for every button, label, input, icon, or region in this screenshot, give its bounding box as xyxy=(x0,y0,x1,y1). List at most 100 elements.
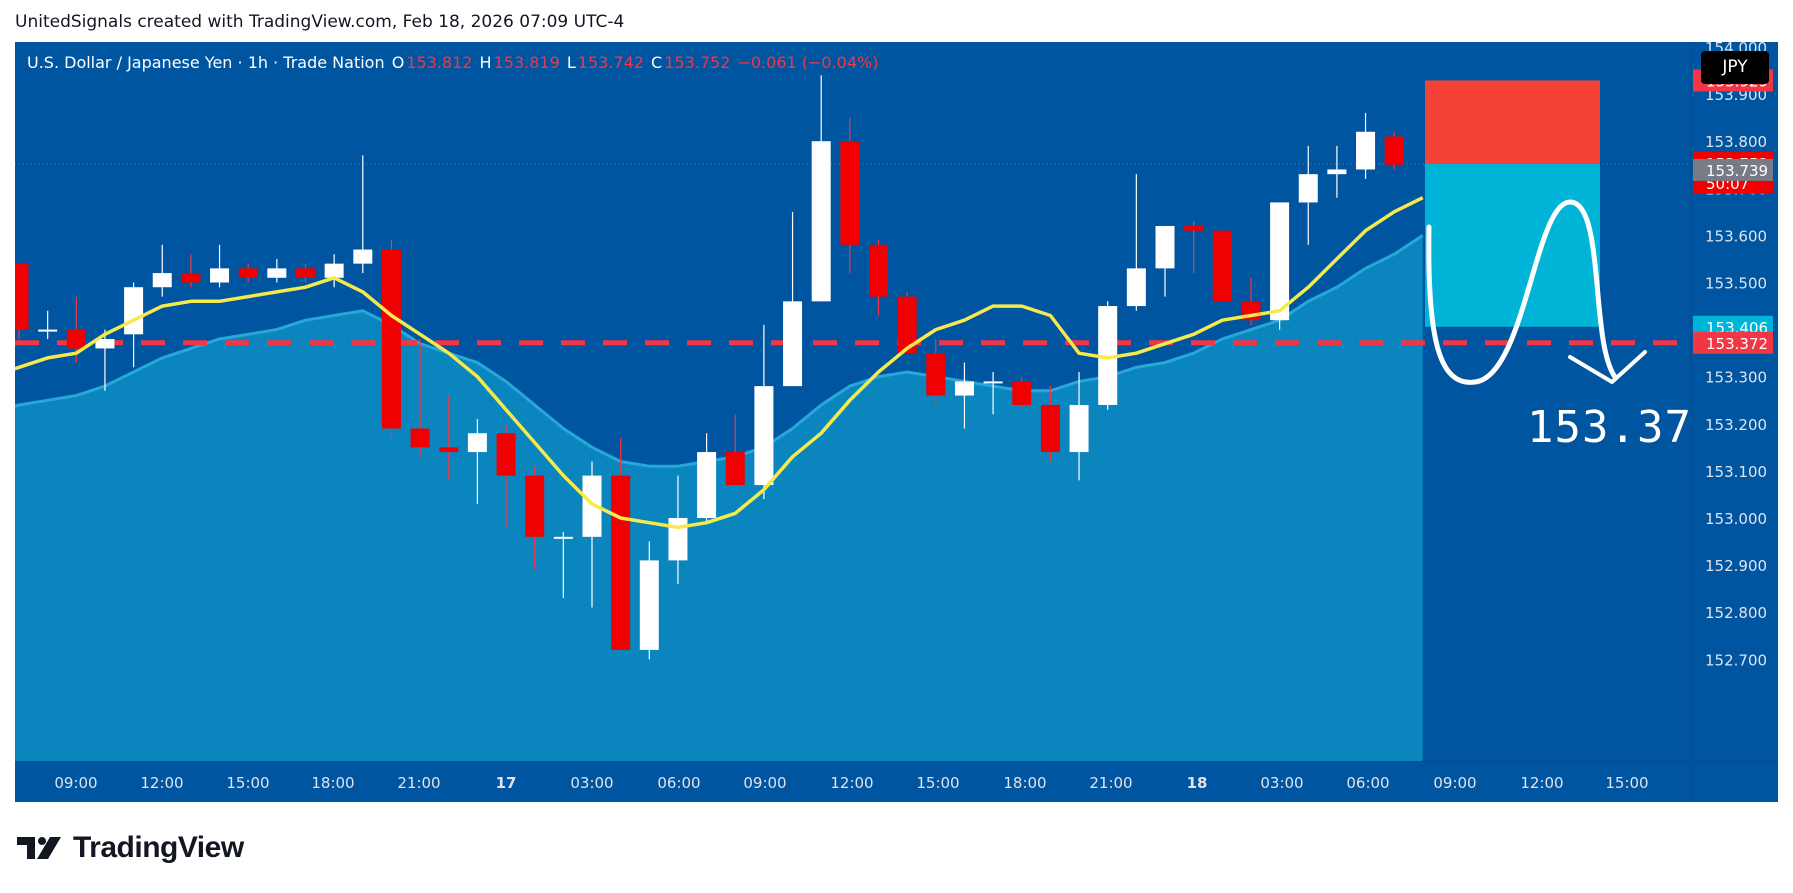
candle-body[interactable] xyxy=(954,381,974,396)
projection-curve xyxy=(1426,199,1618,385)
candle-body[interactable] xyxy=(783,301,803,387)
candle-body[interactable] xyxy=(381,249,401,429)
candle-body[interactable] xyxy=(496,433,516,476)
x-tick-label: 18:00 xyxy=(1003,774,1046,792)
y-tick-label: 153.300 xyxy=(1705,369,1767,387)
x-tick-label: 12:00 xyxy=(830,774,873,792)
candle-body[interactable] xyxy=(840,141,860,245)
ma-fast-line xyxy=(15,196,1424,530)
stop-loss-zone[interactable] xyxy=(1425,80,1600,164)
y-tick-label: 153.600 xyxy=(1705,227,1767,245)
tradingview-brand: TradingView xyxy=(73,831,244,864)
price-tag-text: 153.372 xyxy=(1706,335,1768,353)
candle-body[interactable] xyxy=(181,273,201,283)
candle-body[interactable] xyxy=(467,433,487,453)
candle-body[interactable] xyxy=(553,536,573,539)
candle-body[interactable] xyxy=(1356,131,1376,170)
x-tick-label: 09:00 xyxy=(743,774,786,792)
y-tick-label: 153.800 xyxy=(1705,133,1767,151)
x-tick-label: 03:00 xyxy=(1260,774,1303,792)
price-chart[interactable]: 153.37154.000153.900153.800153.700153.60… xyxy=(15,42,1778,802)
candle-body[interactable] xyxy=(697,452,717,518)
candle-body[interactable] xyxy=(1384,136,1404,165)
ma-area-fill xyxy=(15,235,1423,761)
y-tick-label: 153.500 xyxy=(1705,275,1767,293)
candle-body[interactable] xyxy=(324,263,344,278)
open-label: O xyxy=(391,53,405,72)
candle-body[interactable] xyxy=(1327,169,1347,175)
currency-badge[interactable]: JPY xyxy=(1701,51,1769,84)
close-label: C xyxy=(651,53,663,72)
candle-body[interactable] xyxy=(1040,404,1060,453)
symbol-name: U.S. Dollar / Japanese Yen · 1h · Trade … xyxy=(27,53,385,72)
candle-body[interactable] xyxy=(926,353,946,396)
candle-body[interactable] xyxy=(811,141,831,302)
candle-body[interactable] xyxy=(611,475,631,650)
x-tick-label: 09:00 xyxy=(1433,774,1476,792)
x-tick-label: 21:00 xyxy=(397,774,440,792)
x-tick-label: 09:00 xyxy=(54,774,97,792)
price-tag-text: 153.739 xyxy=(1706,162,1768,180)
y-tick-label: 152.900 xyxy=(1705,557,1767,575)
price-scale-tag xyxy=(1693,158,1773,181)
x-tick-label: 03:00 xyxy=(570,774,613,792)
x-tick-label: 17 xyxy=(496,774,517,792)
candle-body[interactable] xyxy=(1012,381,1032,405)
candle-body[interactable] xyxy=(439,447,459,453)
candle-body[interactable] xyxy=(1069,404,1089,453)
candle-body[interactable] xyxy=(66,329,86,349)
candle-body[interactable] xyxy=(1270,202,1290,321)
tradingview-logo-icon xyxy=(17,837,61,859)
candle-body[interactable] xyxy=(897,296,917,354)
x-tick-label: 18:00 xyxy=(311,774,354,792)
candle-body[interactable] xyxy=(38,329,58,332)
candle-body[interactable] xyxy=(1212,230,1232,302)
candle-body[interactable] xyxy=(869,244,888,297)
open-value: 153.812 xyxy=(406,53,473,72)
candle-body[interactable] xyxy=(725,452,745,486)
candle-body[interactable] xyxy=(1155,225,1175,269)
x-tick-label: 06:00 xyxy=(1346,774,1389,792)
y-tick-label: 152.800 xyxy=(1705,604,1767,622)
candle-body[interactable] xyxy=(1098,306,1118,405)
take-profit-zone[interactable] xyxy=(1425,163,1600,327)
candle-body[interactable] xyxy=(15,263,29,330)
candle-body[interactable] xyxy=(639,560,659,650)
candle-body[interactable] xyxy=(353,249,373,264)
candle-body[interactable] xyxy=(754,386,774,486)
candle-body[interactable] xyxy=(296,268,315,278)
candle-body[interactable] xyxy=(1126,268,1146,307)
x-tick-label: 15:00 xyxy=(1605,774,1648,792)
close-value: 153.752 xyxy=(664,53,731,72)
chart-attribution: UnitedSignals created with TradingView.c… xyxy=(15,12,625,32)
high-value: 153.819 xyxy=(493,53,560,72)
y-tick-label: 153.100 xyxy=(1705,463,1767,481)
y-tick-label: 153.200 xyxy=(1705,416,1767,434)
low-label: L xyxy=(566,53,576,72)
candle-body[interactable] xyxy=(668,518,688,561)
x-tick-label: 15:00 xyxy=(226,774,269,792)
x-tick-label: 18 xyxy=(1187,774,1208,792)
symbol-legend: U.S. Dollar / Japanese Yen · 1h · Trade … xyxy=(27,53,880,72)
x-tick-label: 12:00 xyxy=(140,774,183,792)
change-value: −0.061 (−0.04%) xyxy=(737,53,879,72)
candle-body[interactable] xyxy=(152,273,172,288)
candle-body[interactable] xyxy=(1184,225,1204,231)
x-tick-label: 21:00 xyxy=(1089,774,1132,792)
candle-body[interactable] xyxy=(267,268,287,278)
candle-body[interactable] xyxy=(983,381,1003,384)
x-tick-label: 15:00 xyxy=(916,774,959,792)
candle-body[interactable] xyxy=(1298,174,1318,203)
low-value: 153.742 xyxy=(577,53,644,72)
candle-body[interactable] xyxy=(238,268,258,278)
candle-body[interactable] xyxy=(525,475,545,537)
down-arrow-icon xyxy=(1568,350,1647,384)
target-price-label: 153.37 xyxy=(1527,402,1692,453)
tradingview-logo: TradingView xyxy=(17,830,244,866)
candle-body[interactable] xyxy=(210,268,230,283)
high-label: H xyxy=(479,53,492,72)
candle-body[interactable] xyxy=(582,475,602,537)
candle-body[interactable] xyxy=(410,428,430,448)
candle-body[interactable] xyxy=(95,339,115,349)
candle-body[interactable] xyxy=(124,287,144,335)
